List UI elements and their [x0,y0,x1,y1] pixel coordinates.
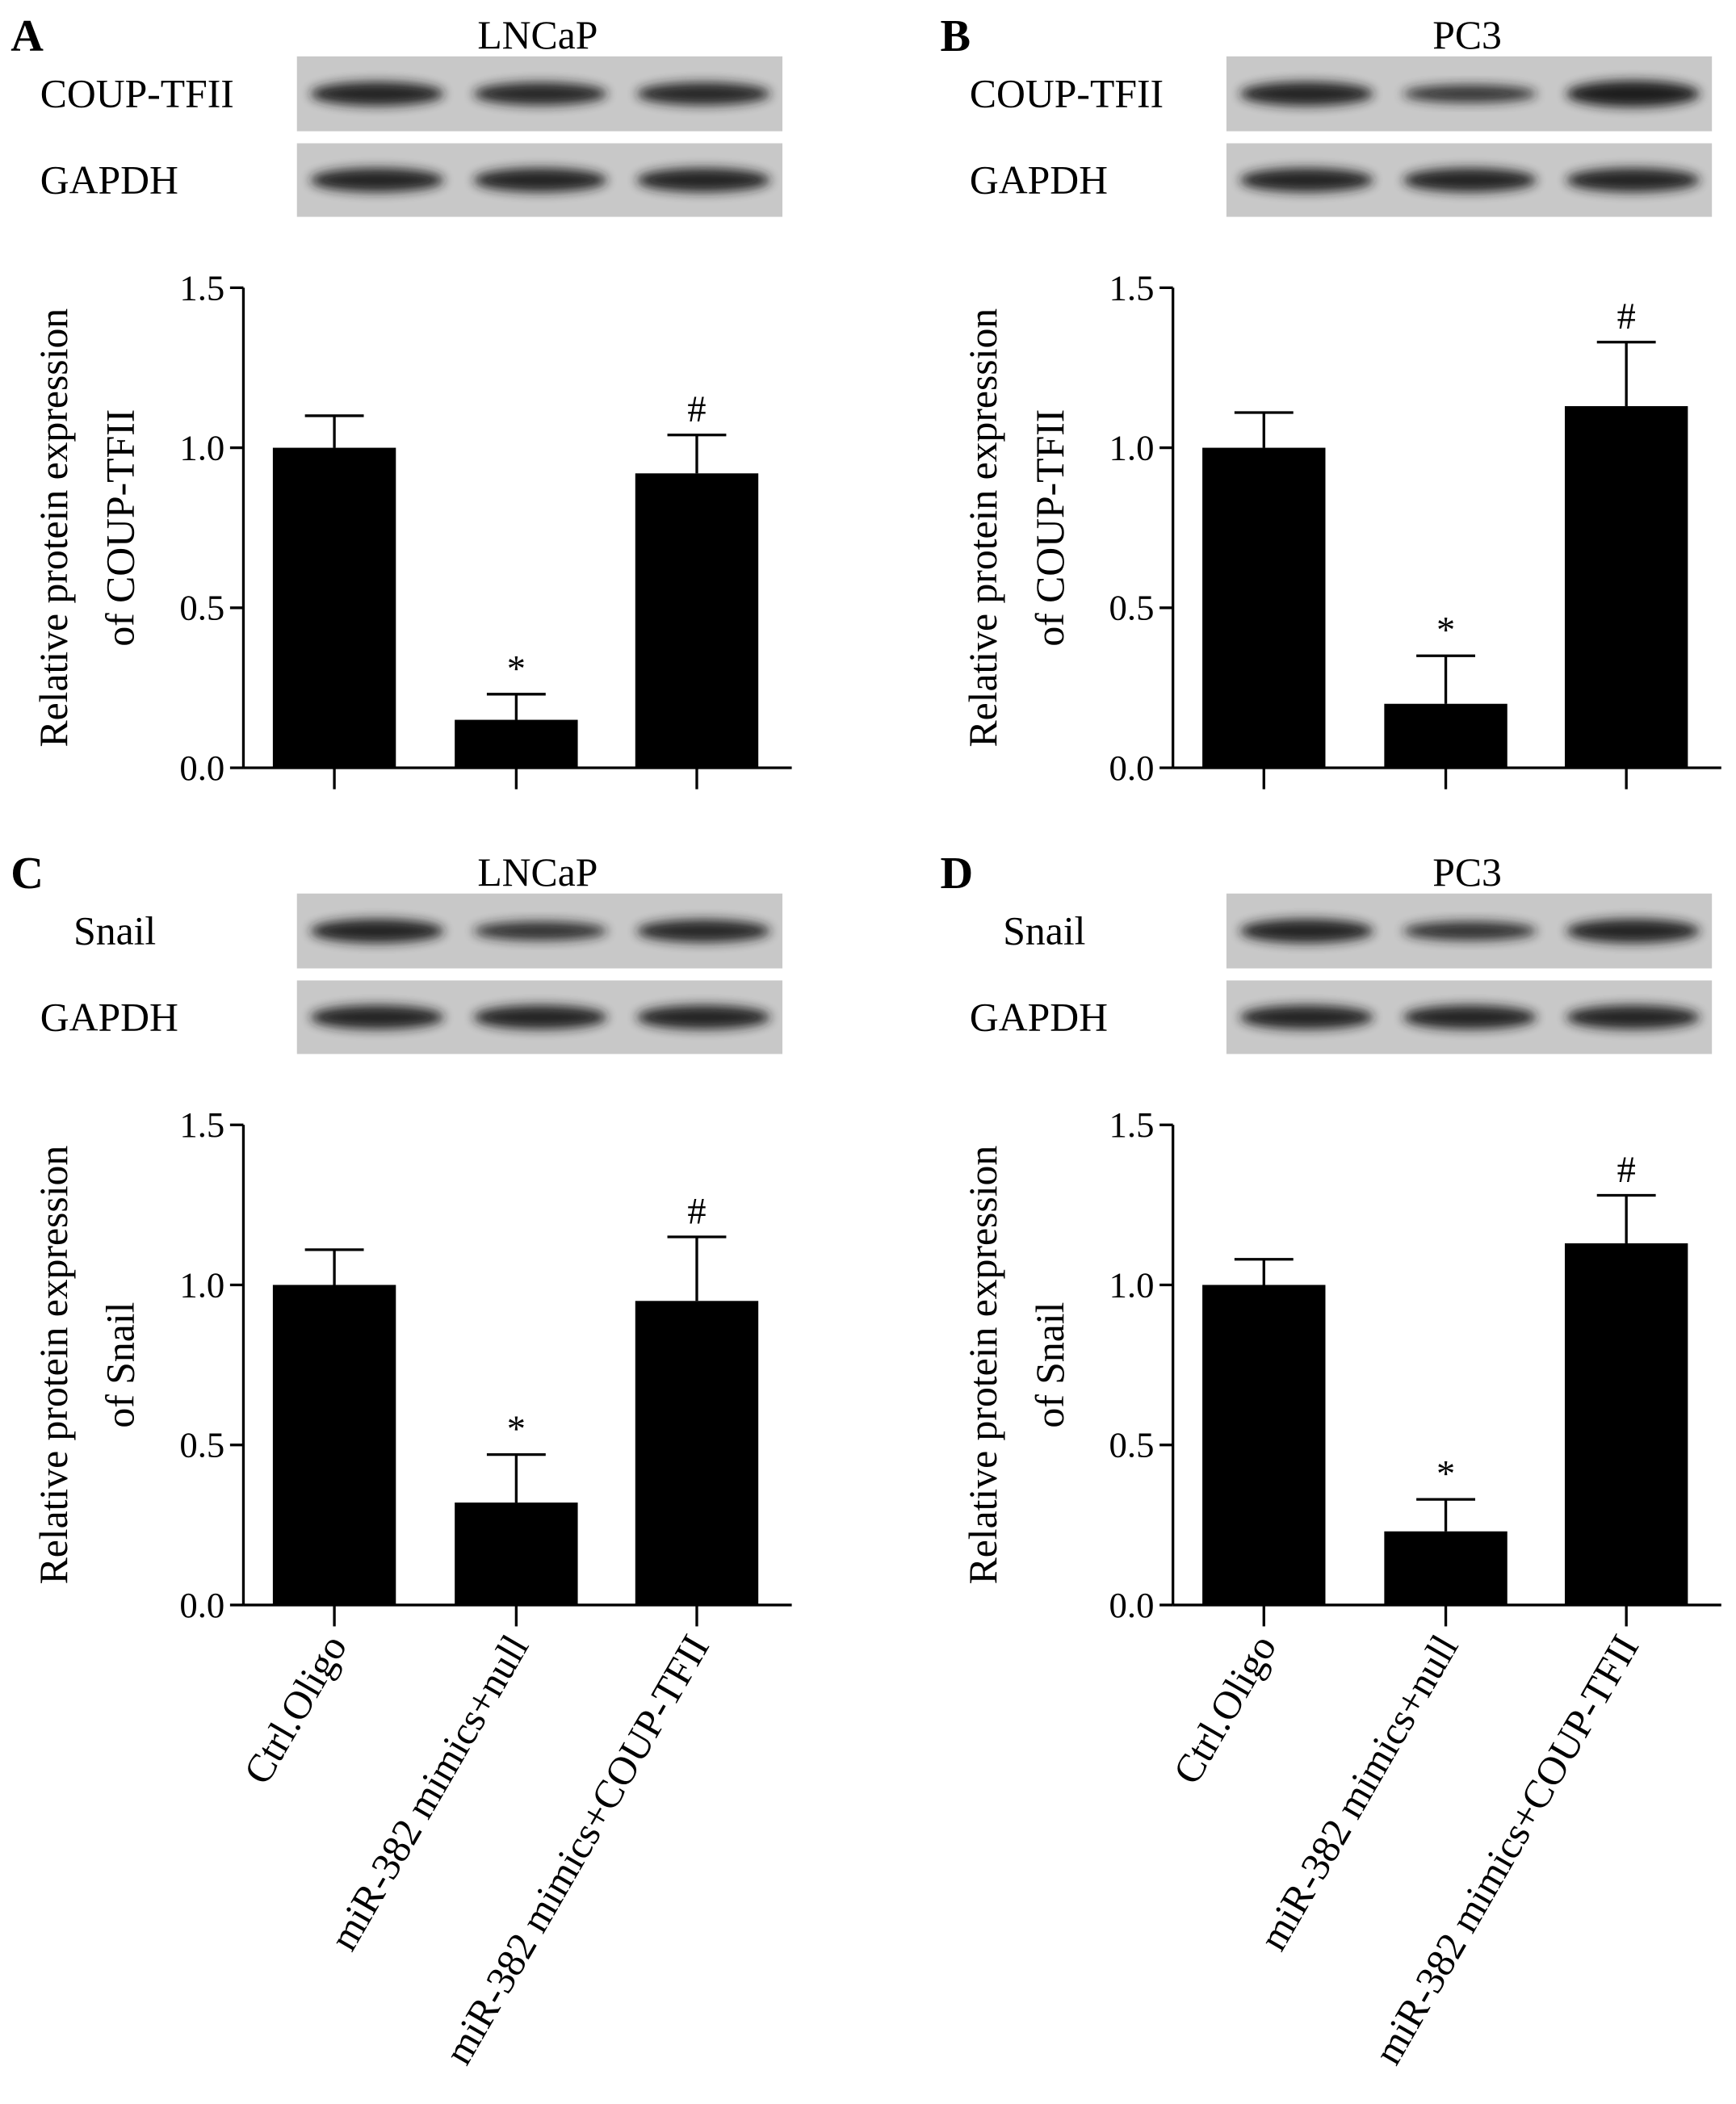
panel: C LNCaP Snail GAPDH 0.0 0.5 1.0 1.5 Relative pro… [10,849,792,2072]
significance-marker: * [507,648,526,689]
y-tick-label: 0.0 [179,1585,224,1625]
bar [1564,1243,1688,1605]
significance-marker: # [1617,1150,1636,1191]
y-tick-label: 0.0 [179,748,224,788]
panel: D PC3 Snail GAPDH 0.0 0.5 1.0 1.5 Relative prote… [940,849,1721,2072]
y-axis-label: Relative protein expression [31,308,76,748]
panel-label: D [940,849,973,899]
y-tick-label: 1.5 [1109,267,1155,308]
y-tick-label: 1.5 [179,1104,224,1145]
bar [1564,406,1688,769]
blot-label: GAPDH [40,158,178,203]
y-axis-label: of COUP-TFII [1028,409,1072,647]
blot-label: GAPDH [970,158,1108,203]
blot-band [473,168,608,192]
y-tick-label: 0.5 [1109,588,1155,628]
blot-band [473,82,608,106]
blot-label: COUP-TFII [970,72,1164,116]
blot-band [1566,1005,1700,1029]
blot-band [636,168,771,192]
blot-band [310,168,444,192]
y-tick-label: 1.0 [1109,427,1155,467]
cell-line-title: PC3 [1432,850,1502,895]
blot-label: COUP-TFII [40,72,234,116]
bar [1202,447,1326,769]
blot-label: GAPDH [970,995,1108,1039]
y-axis-label: Relative protein expression [31,1146,76,1585]
blot-band [1239,919,1374,944]
significance-marker: # [687,389,706,430]
blot-band [473,1005,608,1029]
y-axis-label: of Snail [99,1302,143,1428]
y-axis-label: of Snail [1028,1302,1072,1428]
y-axis-label: Relative protein expression [961,308,1005,748]
panel-label: A [10,11,44,61]
blot-label: GAPDH [40,995,178,1039]
panel: A LNCaP COUP-TFII GAPDH 0.0 0.5 1.0 1.5 Relative… [10,11,792,790]
blot-band [310,1005,444,1029]
y-tick-label: 1.0 [179,427,224,467]
blot-label: Snail [73,909,156,954]
blot-band [1239,1005,1374,1029]
y-tick-label: 0.5 [179,1425,224,1465]
y-tick-label: 1.5 [179,267,224,308]
y-tick-label: 1.0 [179,1264,224,1305]
x-tick-label: Ctrl.Oligo [235,1628,355,1792]
bar [635,1301,759,1605]
bar [272,1285,396,1605]
x-tick-label: Ctrl.Oligo [1164,1628,1285,1792]
significance-marker: * [1436,1454,1455,1495]
bar [455,719,578,769]
significance-marker: # [687,1191,706,1232]
y-tick-label: 1.5 [1109,1104,1155,1145]
blot-band [636,1005,771,1029]
cell-line-title: LNCaP [477,850,598,895]
significance-marker: * [1436,610,1455,652]
bar [1384,1531,1507,1605]
blot-label: Snail [1003,909,1085,954]
blot-band [1239,168,1374,192]
panel-label: C [10,849,44,899]
blot-band [1566,80,1700,107]
y-tick-label: 0.5 [1109,1425,1155,1465]
blot-band [1566,919,1700,944]
blot-band [1566,168,1700,192]
significance-marker: # [1617,296,1636,337]
y-tick-label: 0.0 [1109,1585,1155,1625]
bar [272,447,396,769]
y-tick-label: 0.5 [179,588,224,628]
x-tick-label: miR-382 mimics+null [321,1628,537,1958]
cell-line-title: PC3 [1432,13,1502,57]
bar [455,1503,578,1605]
cell-line-title: LNCaP [477,13,598,57]
blot-band [1239,82,1374,107]
blot-band [310,82,444,107]
blot-band [1403,85,1537,103]
panel: B PC3 COUP-TFII GAPDH 0.0 0.5 1.0 1.5 Relative p… [940,11,1721,790]
blot-band [310,919,444,944]
x-tick-label: miR-382 mimics+null [1251,1628,1467,1958]
bar [1202,1285,1326,1605]
y-tick-label: 0.0 [1109,748,1155,788]
bar [1384,703,1507,769]
panel-label: B [940,11,971,61]
blot-band [636,919,771,943]
bar [635,473,759,769]
y-tick-label: 1.0 [1109,1264,1155,1305]
y-axis-label: Relative protein expression [961,1146,1005,1585]
blot-band [1403,168,1537,192]
blot-band [1403,921,1537,941]
y-axis-label: of COUP-TFII [99,409,143,647]
blot-band [473,921,608,941]
blot-band [1403,1005,1537,1029]
significance-marker: * [507,1409,526,1450]
blot-band [636,82,771,106]
